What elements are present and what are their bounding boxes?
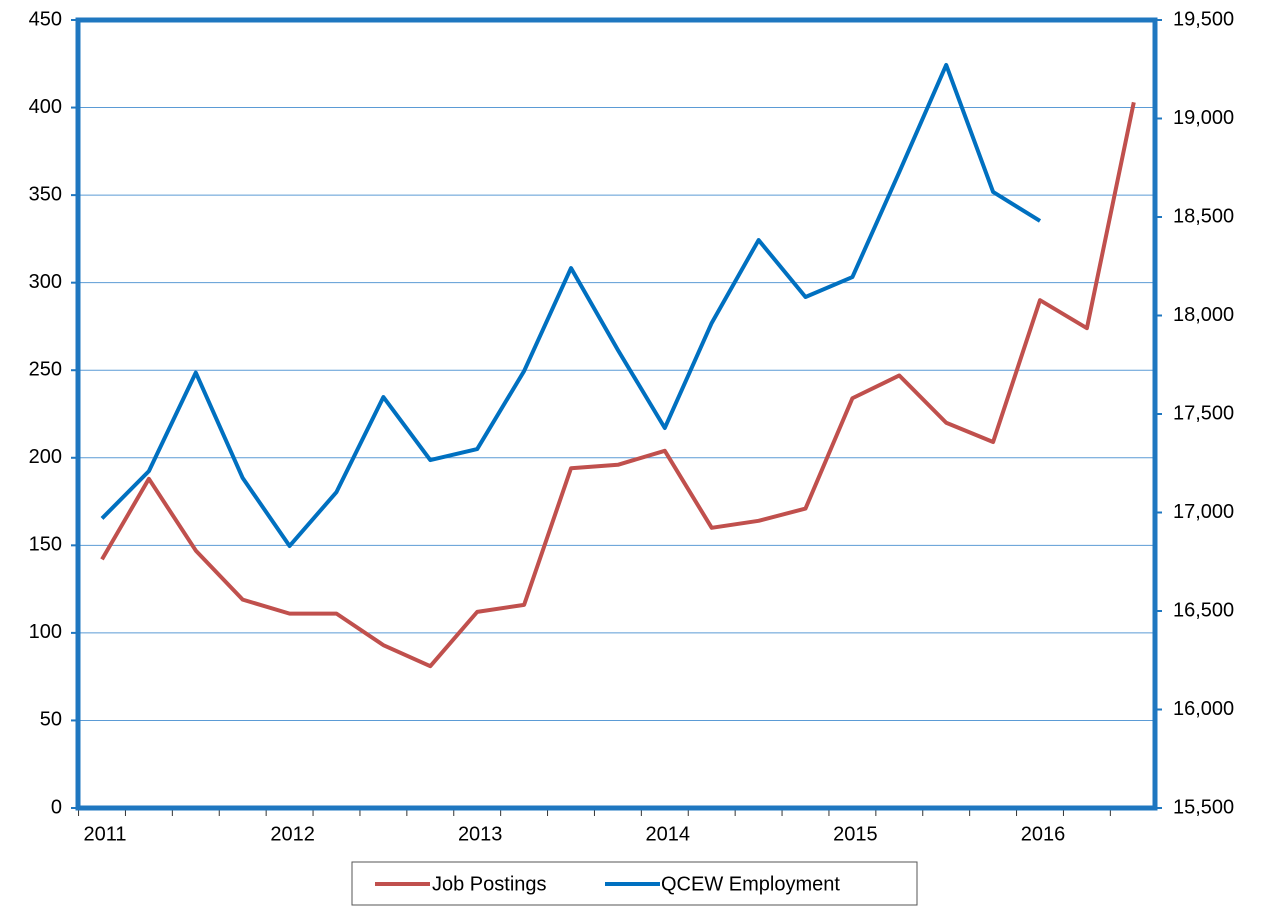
x-tick-label: 2015	[833, 823, 878, 845]
y2-tick-label: 15,500	[1173, 796, 1234, 818]
y-tick-label: 0	[51, 796, 62, 818]
series-line	[100, 101, 1136, 669]
y-tick-label: 250	[29, 359, 62, 381]
series-line	[100, 62, 1042, 548]
x-tick-label: 2011	[83, 823, 126, 845]
y2-tick-label: 18,000	[1173, 304, 1234, 326]
y2-tick-label: 17,000	[1173, 501, 1234, 523]
y2-tick-label: 16,000	[1173, 698, 1234, 720]
legend-label: Job Postings	[432, 873, 547, 895]
y2-tick-label: 19,500	[1173, 8, 1234, 30]
y-tick-label: 300	[29, 271, 62, 293]
y-tick-label: 450	[29, 8, 62, 30]
y-tick-label: 150	[29, 534, 62, 556]
y2-tick-label: 19,000	[1173, 107, 1234, 129]
x-tick-label: 2016	[1021, 823, 1066, 845]
x-tick-label: 2014	[646, 823, 691, 845]
y2-tick-label: 16,500	[1173, 599, 1234, 621]
y2-tick-label: 17,500	[1173, 402, 1234, 424]
legend-label: QCEW Employment	[661, 873, 840, 895]
y-tick-label: 50	[40, 709, 62, 731]
y-tick-label: 350	[29, 183, 62, 205]
x-tick-label: 2012	[270, 823, 315, 845]
y-tick-label: 400	[29, 96, 62, 118]
plot-frame	[75, 17, 1158, 811]
x-tick-label: 2013	[458, 823, 503, 845]
y2-tick-label: 18,500	[1173, 205, 1234, 227]
y-tick-label: 100	[29, 621, 62, 643]
y-tick-label: 200	[29, 446, 62, 468]
